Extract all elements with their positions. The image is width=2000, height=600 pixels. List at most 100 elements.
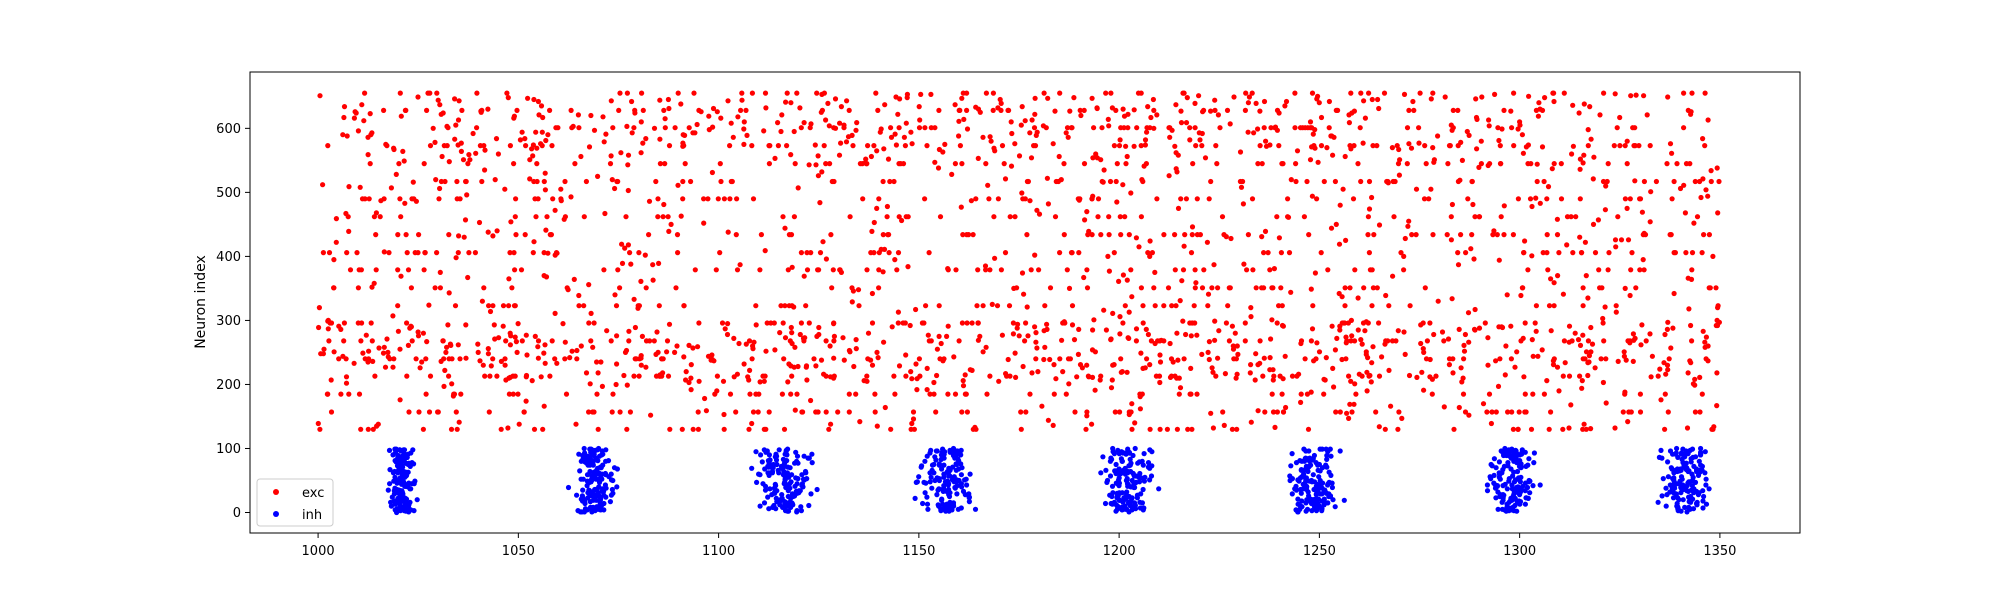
inh-spike bbox=[922, 458, 928, 464]
exc-spike bbox=[1450, 370, 1456, 376]
exc-spike bbox=[441, 383, 447, 389]
exc-spike bbox=[1179, 278, 1185, 284]
exc-spike bbox=[552, 207, 558, 213]
exc-spike bbox=[874, 148, 880, 154]
exc-spike bbox=[763, 105, 769, 111]
exc-spike bbox=[1602, 304, 1608, 310]
inh-spike bbox=[1304, 506, 1311, 512]
exc-spike bbox=[523, 332, 529, 338]
inh-spike bbox=[1132, 445, 1138, 452]
exc-spike bbox=[1173, 102, 1179, 108]
exc-spike bbox=[932, 125, 938, 131]
exc-spike bbox=[1296, 371, 1302, 377]
exc-spike bbox=[828, 421, 834, 427]
exc-spike bbox=[1144, 356, 1150, 362]
exc-spike bbox=[696, 320, 702, 326]
exc-spike bbox=[492, 177, 498, 183]
exc-spike bbox=[1540, 250, 1546, 256]
inh-spike bbox=[397, 466, 403, 472]
exc-spike bbox=[397, 346, 403, 352]
exc-spike bbox=[936, 107, 942, 113]
exc-spike bbox=[1548, 276, 1554, 282]
exc-spike bbox=[437, 269, 443, 275]
inh-spike bbox=[1124, 489, 1130, 495]
exc-spike bbox=[1005, 356, 1011, 363]
exc-spike bbox=[1674, 161, 1680, 167]
exc-spike bbox=[365, 134, 371, 140]
exc-spike bbox=[562, 178, 568, 185]
inh-spike bbox=[1307, 496, 1314, 502]
exc-spike bbox=[590, 344, 596, 350]
inh-spike bbox=[1502, 448, 1508, 454]
exc-spike bbox=[705, 196, 711, 202]
exc-spike bbox=[855, 287, 862, 293]
inh-spike bbox=[1341, 497, 1347, 503]
exc-spike bbox=[1627, 196, 1633, 202]
exc-spike bbox=[1461, 348, 1468, 354]
inh-spike bbox=[393, 449, 399, 455]
exc-spike bbox=[421, 267, 427, 273]
exc-spike bbox=[376, 345, 382, 351]
exc-spike bbox=[679, 426, 685, 432]
exc-spike bbox=[439, 153, 445, 160]
exc-spike bbox=[823, 256, 830, 262]
exc-spike bbox=[435, 97, 441, 103]
exc-spike bbox=[1375, 96, 1381, 103]
exc-spike bbox=[477, 358, 483, 364]
exc-spike bbox=[1185, 426, 1191, 432]
exc-spike bbox=[1626, 409, 1632, 415]
exc-spike bbox=[1194, 391, 1200, 397]
exc-spike bbox=[974, 303, 980, 309]
x-tick-label: 1200 bbox=[1103, 544, 1136, 559]
exc-spike bbox=[1701, 232, 1707, 238]
exc-spike bbox=[639, 90, 645, 96]
exc-spike bbox=[505, 425, 511, 431]
exc-spike bbox=[1067, 356, 1073, 362]
exc-spike bbox=[1321, 391, 1327, 397]
inh-spike bbox=[753, 449, 759, 455]
exc-spike bbox=[659, 373, 665, 379]
exc-spike bbox=[957, 143, 964, 149]
exc-spike bbox=[892, 131, 898, 137]
exc-spike bbox=[1364, 369, 1370, 375]
exc-spike bbox=[1282, 353, 1288, 359]
exc-spike bbox=[1019, 104, 1025, 110]
inh-spike bbox=[1296, 478, 1302, 484]
exc-spike bbox=[1033, 330, 1039, 336]
exc-spike bbox=[1069, 322, 1076, 328]
inh-spike bbox=[767, 486, 773, 492]
exc-spike bbox=[1576, 110, 1582, 116]
exc-spike bbox=[902, 143, 909, 149]
exc-spike bbox=[881, 146, 887, 152]
exc-spike bbox=[1588, 426, 1594, 432]
exc-spike bbox=[434, 90, 440, 96]
exc-spike bbox=[902, 320, 908, 326]
exc-spike bbox=[710, 105, 717, 112]
exc-spike bbox=[695, 344, 701, 350]
exc-spike bbox=[1025, 333, 1031, 339]
exc-spike bbox=[1129, 294, 1135, 300]
exc-spike bbox=[535, 196, 541, 202]
exc-spike bbox=[849, 132, 855, 138]
exc-spike bbox=[988, 138, 994, 144]
exc-spike bbox=[1245, 232, 1251, 238]
exc-spike bbox=[395, 303, 401, 309]
inh-spike bbox=[760, 481, 766, 487]
exc-spike bbox=[823, 117, 829, 123]
exc-spike bbox=[928, 91, 934, 97]
inh-spike bbox=[593, 455, 599, 461]
exc-spike bbox=[880, 178, 886, 185]
exc-spike bbox=[1585, 338, 1591, 344]
exc-spike bbox=[1154, 196, 1160, 202]
exc-spike bbox=[1229, 426, 1235, 432]
exc-spike bbox=[487, 373, 493, 379]
exc-spike bbox=[1585, 372, 1591, 379]
exc-spike bbox=[586, 144, 593, 150]
exc-spike bbox=[1137, 394, 1143, 400]
exc-spike bbox=[675, 90, 681, 96]
exc-spike bbox=[1323, 355, 1329, 361]
exc-spike bbox=[643, 285, 649, 291]
exc-spike bbox=[1014, 325, 1020, 331]
exc-spike bbox=[1700, 136, 1706, 142]
exc-spike bbox=[415, 333, 422, 339]
